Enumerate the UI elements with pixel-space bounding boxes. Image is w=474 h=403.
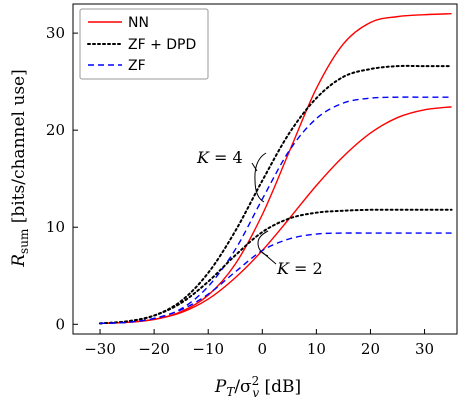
y-tick-label: 0 — [55, 315, 65, 333]
y-tick-label: 10 — [46, 218, 65, 236]
x-tick-label: 30 — [415, 340, 434, 358]
annotation-k4-brace — [254, 152, 267, 203]
annotation-k2-pointer — [261, 251, 277, 265]
series-group — [99, 13, 453, 325]
x-tick-label: 20 — [361, 340, 380, 358]
x-tick-label: 10 — [307, 340, 326, 358]
series-line-zf-dpd-k2 — [99, 208, 453, 325]
annotation-k2-eq: = — [289, 259, 313, 278]
annotation-k4-pointer — [251, 162, 258, 172]
tick-group: −30 −20 −10 0 10 20 30 0 10 20 30 — [46, 24, 434, 358]
annotation-k4-value: 4 — [233, 148, 243, 167]
legend-label-nn: NN — [128, 15, 149, 31]
x-tick-label: 0 — [258, 340, 268, 358]
x-axis-title: PT/σ2 v [dB] — [214, 374, 301, 400]
x-tick-label: −20 — [138, 340, 170, 358]
y-tick-label: 20 — [46, 121, 65, 139]
series-line-zf-k4 — [100, 96, 452, 325]
x-tick-label: −30 — [84, 340, 116, 358]
plot-area: −30 −20 −10 0 10 20 30 0 10 20 30 — [46, 3, 458, 358]
annotation-k4: K = 4 — [196, 148, 267, 203]
x-tick-label: −10 — [192, 340, 224, 358]
annotation-k2-label: K = 2 — [276, 259, 323, 278]
legend-label-zf-dpd: ZF + DPD — [128, 37, 196, 53]
annotation-k2: K = 2 — [257, 230, 323, 278]
axes-frame — [72, 3, 458, 335]
annotation-k4-label: K = 4 — [196, 148, 243, 167]
series-line-zf-k2 — [100, 232, 452, 325]
series-line-zf-dpd-k4 — [99, 64, 453, 325]
y-tick-label: 30 — [46, 24, 65, 42]
series-line-nn-k2 — [100, 106, 452, 325]
y-axis-title: Rsum [bits/channel use] — [9, 69, 31, 268]
annotation-k2-var: K — [276, 259, 290, 278]
legend-box — [79, 8, 209, 80]
legend: NN ZF + DPD ZF — [79, 8, 209, 80]
annotation-k2-value: 2 — [313, 259, 323, 278]
annotation-k4-eq: = — [209, 148, 233, 167]
legend-label-zf: ZF — [128, 58, 146, 74]
annotation-k4-var: K — [196, 148, 210, 167]
annotations: K = 4 K = 2 — [196, 148, 323, 278]
